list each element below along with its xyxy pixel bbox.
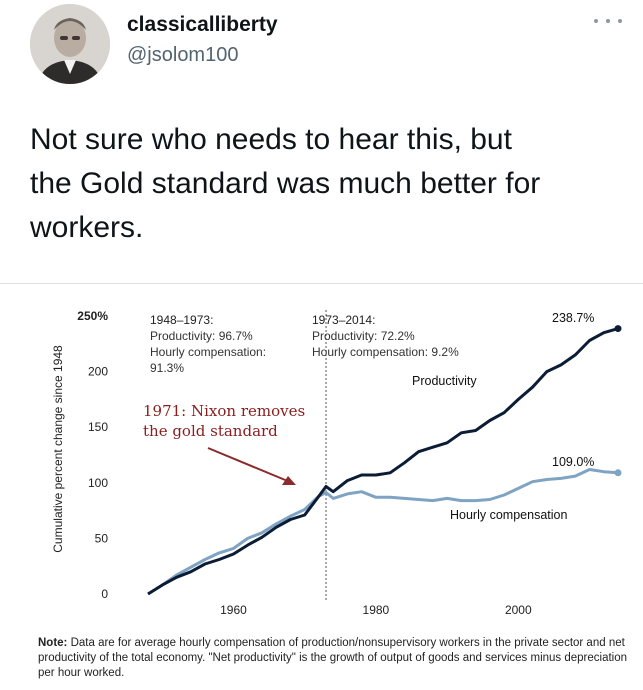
y-tick-label: 250% bbox=[77, 309, 108, 323]
x-tick-labels: 1960 1980 2000 bbox=[220, 603, 532, 617]
y-tick-labels: 250% 200 150 100 50 0 bbox=[77, 309, 108, 601]
portrait-avatar-icon bbox=[30, 4, 110, 84]
period1-compensation: Hourly compensation: bbox=[150, 345, 266, 359]
dot bbox=[606, 19, 610, 23]
period2-compensation: Hourly compensation: 9.2% bbox=[312, 345, 459, 359]
more-options-icon[interactable] bbox=[594, 12, 622, 30]
hourly-compensation-line bbox=[147, 468, 619, 596]
productivity-end-label: 238.7% bbox=[552, 311, 594, 325]
note-label: Note: bbox=[38, 637, 68, 649]
chart-image[interactable]: Cumulative percent change since 1948 250… bbox=[0, 283, 643, 690]
x-tick-label: 1980 bbox=[363, 603, 390, 617]
dot bbox=[594, 19, 598, 23]
y-axis-label: Cumulative percent change since 1948 bbox=[51, 345, 65, 553]
period1-range: 1948–1973: bbox=[150, 313, 213, 327]
nixon-annotation-line2: the gold standard bbox=[143, 422, 278, 440]
period2-productivity: Productivity: 72.2% bbox=[312, 329, 415, 343]
productivity-series-label: Productivity bbox=[412, 374, 477, 388]
y-tick-label: 200 bbox=[88, 365, 108, 379]
avatar[interactable] bbox=[30, 4, 110, 84]
y-tick-label: 150 bbox=[88, 420, 108, 434]
productivity-line bbox=[147, 327, 619, 596]
nixon-arrow-icon bbox=[207, 447, 296, 485]
note-text: Data are for average hourly compensation… bbox=[38, 637, 628, 679]
nixon-annotation-line1: 1971: Nixon removes bbox=[143, 402, 305, 420]
productivity-compensation-chart: Cumulative percent change since 1948 250… bbox=[51, 309, 622, 617]
tweet-header: classicalliberty @jsolom100 bbox=[0, 0, 643, 100]
y-tick-label: 0 bbox=[101, 587, 108, 601]
period1-productivity: Productivity: 96.7% bbox=[150, 329, 253, 343]
tweet-text: Not sure who needs to hear this, but the… bbox=[30, 123, 541, 244]
period1-compensation-value: 91.3% bbox=[150, 361, 184, 375]
chart-note: Note: Data are for average hourly compen… bbox=[38, 636, 628, 681]
y-tick-label: 50 bbox=[95, 531, 109, 545]
x-tick-label: 1960 bbox=[220, 603, 247, 617]
productivity-end-point bbox=[614, 325, 622, 333]
dot bbox=[618, 19, 622, 23]
compensation-end-point bbox=[614, 469, 622, 477]
compensation-end-label: 109.0% bbox=[552, 455, 594, 469]
x-tick-label: 2000 bbox=[505, 603, 532, 617]
compensation-series-label: Hourly compensation bbox=[450, 508, 567, 522]
user-handle[interactable]: @jsolom100 bbox=[127, 44, 239, 66]
period2-range: 1973–2014: bbox=[312, 313, 375, 327]
y-tick-label: 100 bbox=[88, 476, 108, 490]
display-name[interactable]: classicalliberty bbox=[127, 13, 278, 36]
